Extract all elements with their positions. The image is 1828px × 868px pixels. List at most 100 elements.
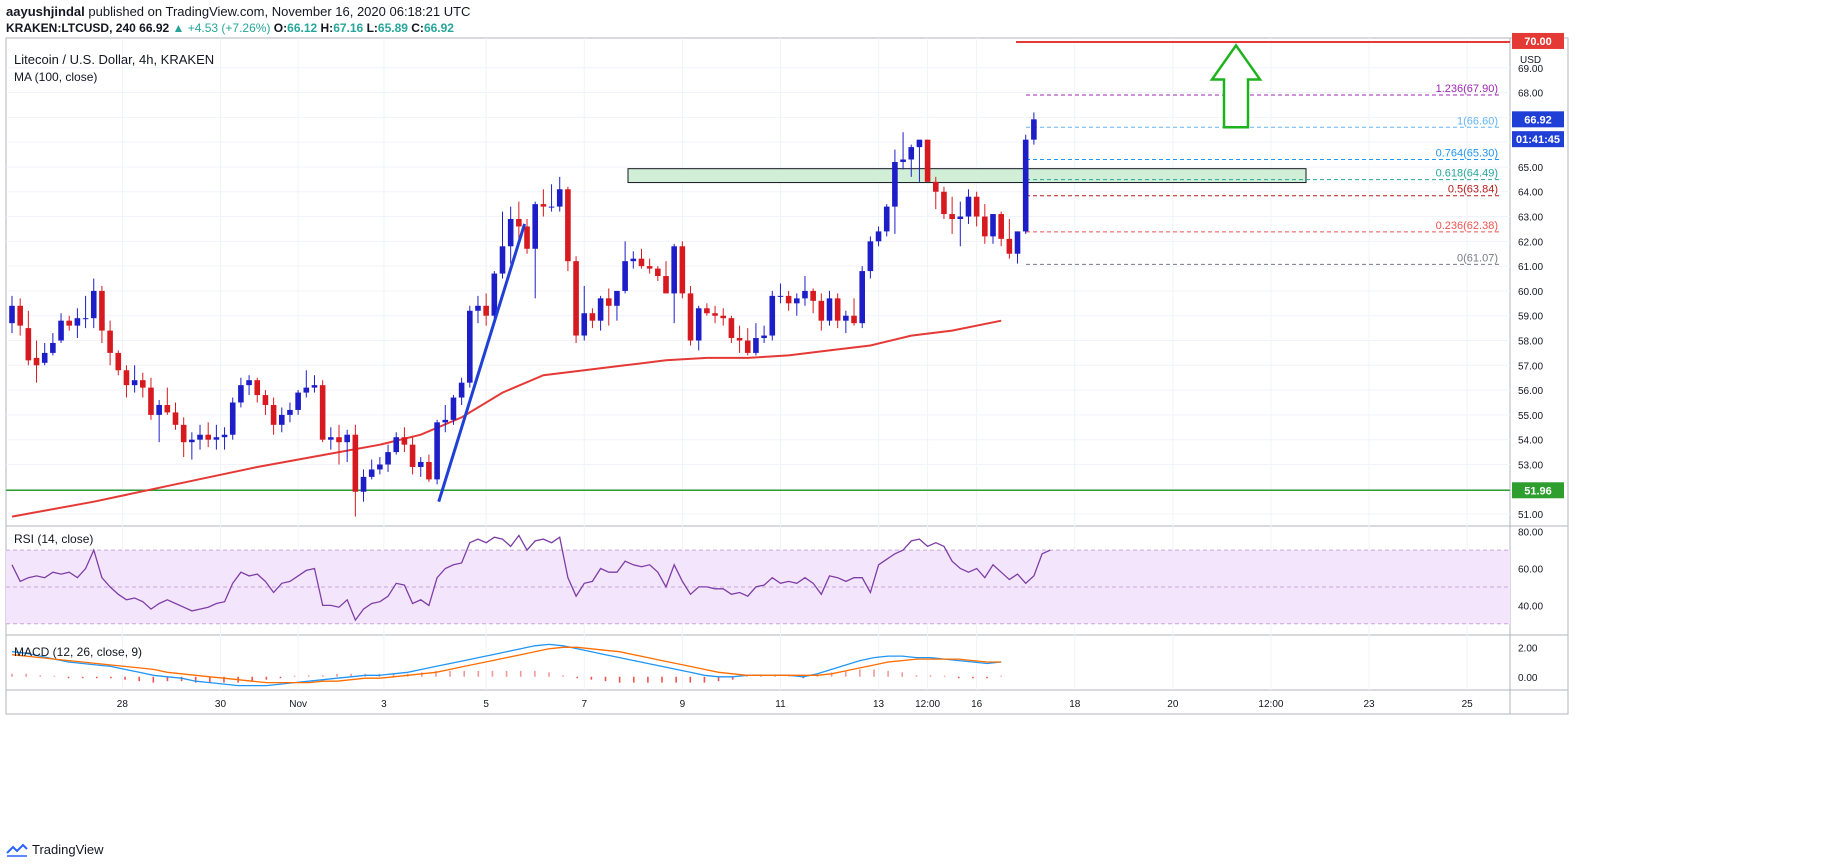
symbol-info: KRAKEN:LTCUSD, 240 66.92 ▲ +4.53 (+7.26%… xyxy=(6,21,454,35)
candle-body xyxy=(589,313,596,321)
time-tick-label: 11 xyxy=(775,699,786,710)
macd-histogram-bar xyxy=(590,676,593,680)
macd-histogram-bar xyxy=(435,670,437,677)
candle-body xyxy=(278,414,285,425)
last-price: 66.92 xyxy=(139,21,170,35)
candle-body xyxy=(883,206,890,232)
candle-body xyxy=(605,298,612,306)
candle-body xyxy=(311,385,318,388)
macd-histogram-bar xyxy=(731,676,734,680)
macd-histogram-bar xyxy=(647,676,649,683)
time-tick-label: 7 xyxy=(581,699,587,710)
candle-body xyxy=(728,318,735,339)
time-tick-label: 13 xyxy=(873,699,885,710)
candle-body xyxy=(368,469,375,477)
price-tick-label: 56.00 xyxy=(1518,386,1543,397)
candle-body xyxy=(982,216,988,237)
candle-body xyxy=(581,313,588,336)
candle-body xyxy=(434,422,440,480)
macd-histogram-bar xyxy=(152,676,155,683)
candle-body xyxy=(442,419,449,423)
macd-signal-line xyxy=(11,646,1002,684)
macd-histogram-bar xyxy=(746,675,748,677)
price-tick-label: 61.00 xyxy=(1518,262,1543,273)
macd-histogram-bar xyxy=(477,670,480,677)
macd-histogram-bar xyxy=(307,675,310,677)
candle-body xyxy=(229,402,236,435)
candle-body xyxy=(352,434,359,492)
macd-histogram-bar xyxy=(929,675,932,677)
macd-histogram-bar xyxy=(180,676,183,682)
candle-body xyxy=(630,258,637,262)
price-tick-label: 59.00 xyxy=(1518,312,1543,323)
price-tick-label: 60.00 xyxy=(1518,287,1543,298)
rsi-title: RSI (14, close) xyxy=(14,532,93,546)
macd-tick-label: 2.00 xyxy=(1518,643,1538,654)
time-tick-label: 16 xyxy=(971,699,983,710)
candle-body xyxy=(851,315,857,324)
candle-body xyxy=(25,328,32,361)
candle-body xyxy=(115,352,122,371)
macd-histogram-bar xyxy=(39,675,42,677)
price-tick-label: 53.00 xyxy=(1518,460,1543,471)
macd-histogram-bar xyxy=(505,670,508,677)
macd-histogram-bar xyxy=(110,676,112,679)
last-price-badge-bg xyxy=(1512,111,1564,128)
macd-line xyxy=(11,643,1002,687)
price-tick-label: 55.00 xyxy=(1518,411,1543,422)
macd-histogram-bar xyxy=(562,675,564,677)
candle-body xyxy=(401,437,408,445)
macd-histogram-bar xyxy=(915,675,918,677)
candle-body xyxy=(156,404,162,415)
macd-histogram-bar xyxy=(293,675,296,677)
candle-body xyxy=(41,352,48,363)
price-tick-label: 68.00 xyxy=(1518,89,1543,100)
time-tick-label: 30 xyxy=(215,699,227,710)
candle-body xyxy=(867,241,874,272)
fib-level-label: 0.764(65.30) xyxy=(1436,148,1498,160)
candle-body xyxy=(189,439,195,443)
macd-histogram-bar xyxy=(844,670,847,677)
candle-body xyxy=(467,310,473,383)
candle-body xyxy=(483,305,489,316)
brand-name[interactable]: TradingView xyxy=(32,842,104,857)
macd-histogram-bar xyxy=(802,676,805,679)
currency-label: USD xyxy=(1520,55,1541,66)
candle-body xyxy=(622,261,628,291)
candle-body xyxy=(965,196,972,217)
macd-histogram-bar xyxy=(689,676,692,683)
candle-body xyxy=(753,338,759,353)
macd-histogram-bar xyxy=(534,670,536,677)
candle-body xyxy=(785,295,792,304)
candle-body xyxy=(597,298,604,321)
macd-histogram-bar xyxy=(618,676,621,683)
macd-histogram-bar xyxy=(350,673,352,677)
macd-histogram-bar xyxy=(986,676,988,679)
candle-body xyxy=(336,437,342,443)
macd-histogram-bar xyxy=(675,676,677,683)
candle-body xyxy=(712,313,718,316)
candle-body xyxy=(99,290,105,331)
price-tick-label: 54.00 xyxy=(1518,436,1543,447)
price-tick-label: 65.00 xyxy=(1518,163,1543,174)
candle-body xyxy=(810,290,816,301)
time-tick-label: 18 xyxy=(1069,699,1081,710)
resistance-badge: 70.00 xyxy=(1524,36,1552,48)
macd-histogram-bar xyxy=(124,676,126,680)
candle-body xyxy=(450,397,457,420)
tradingview-logo-icon xyxy=(6,843,28,857)
candle-body xyxy=(671,246,677,294)
candle-body xyxy=(941,191,947,215)
symbol: KRAKEN:LTCUSD, 240 xyxy=(6,21,136,35)
candle-body xyxy=(58,320,64,341)
ascending-trendline xyxy=(437,223,527,503)
macd-histogram-bar xyxy=(519,670,522,677)
price-tick-label: 63.00 xyxy=(1518,213,1543,224)
candle-body xyxy=(663,276,669,294)
time-tick-label: 12:00 xyxy=(915,699,940,710)
publisher-name[interactable]: aayushjindal xyxy=(6,4,85,19)
rsi-tick-label: 60.00 xyxy=(1518,565,1543,576)
macd-histogram-bar xyxy=(717,676,720,682)
candle-body xyxy=(417,462,424,467)
